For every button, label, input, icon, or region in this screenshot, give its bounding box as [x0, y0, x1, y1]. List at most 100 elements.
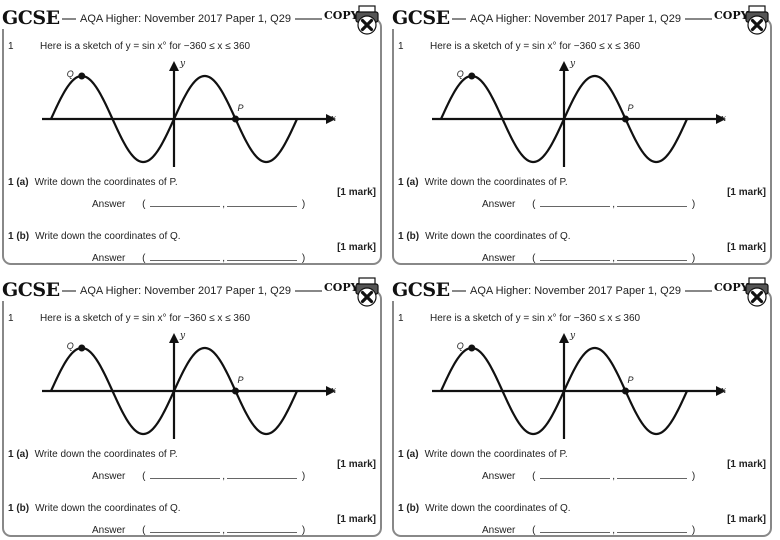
- part-a-answer-line: Answer ( , ): [92, 470, 305, 482]
- close-paren: ): [691, 199, 696, 210]
- part-b-answer-line: Answer ( , ): [482, 524, 695, 536]
- point-p-label: P: [628, 375, 634, 385]
- point-p-label: P: [238, 375, 244, 385]
- printer-cross-icon[interactable]: [354, 5, 380, 35]
- answer-comma: ,: [612, 525, 616, 536]
- part-b-text: Write down the coordinates of Q.: [35, 503, 181, 514]
- close-paren: ): [301, 471, 306, 482]
- part-b-marks: [1 mark]: [727, 514, 766, 525]
- printer-cross-icon[interactable]: [744, 5, 770, 35]
- answer-label: Answer: [92, 253, 126, 264]
- part-b-text: Write down the coordinates of Q.: [35, 231, 181, 242]
- answer-label: Answer: [92, 471, 126, 482]
- point-q-label: Q: [67, 69, 74, 79]
- point-p-marker: [232, 387, 239, 395]
- part-a-answer-line: Answer ( , ): [482, 198, 695, 210]
- answer-x-blank[interactable]: [540, 470, 611, 479]
- close-paren: ): [691, 471, 696, 482]
- part-a: 1 (a) Write down the coordinates of P.: [8, 177, 178, 188]
- part-a: 1 (a) Write down the coordinates of P.: [8, 449, 178, 460]
- printer-cross-icon[interactable]: [354, 277, 380, 307]
- point-q-marker: [78, 72, 86, 80]
- y-axis-label: y: [569, 59, 576, 69]
- point-q-marker: [468, 72, 476, 80]
- part-b-marks: [1 mark]: [727, 242, 766, 253]
- question-number: 1: [8, 313, 14, 324]
- answer-x-blank[interactable]: [540, 198, 611, 207]
- open-paren: (: [532, 525, 536, 536]
- answer-y-blank[interactable]: [227, 252, 298, 261]
- paper-reference: AQA Higher: November 2017 Paper 1, Q29: [466, 285, 685, 297]
- answer-label: Answer: [92, 199, 126, 210]
- point-p-marker: [232, 115, 239, 123]
- sine-graph: Q P y x: [432, 331, 726, 439]
- part-b-marks: [1 mark]: [337, 242, 376, 253]
- part-a-text: Write down the coordinates of P.: [424, 449, 568, 460]
- card-frame: [2, 290, 382, 537]
- sine-graph: Q P y x: [42, 59, 336, 167]
- part-b: 1 (b) Write down the coordinates of Q.: [8, 231, 181, 242]
- part-b-marks: [1 mark]: [337, 514, 376, 525]
- answer-y-blank[interactable]: [617, 198, 688, 207]
- part-b: 1 (b) Write down the coordinates of Q.: [398, 231, 571, 242]
- part-b-answer-line: Answer ( , ): [92, 524, 305, 536]
- answer-x-blank[interactable]: [150, 252, 221, 261]
- part-a: 1 (a) Write down the coordinates of P.: [398, 449, 568, 460]
- worksheet-card: GCSE AQA Higher: November 2017 Paper 1, …: [0, 275, 382, 537]
- point-q-label: Q: [67, 341, 74, 351]
- part-a-text: Write down the coordinates of P.: [34, 449, 178, 460]
- part-b: 1 (b) Write down the coordinates of Q.: [398, 503, 571, 514]
- question-text: Here is a sketch of y = sin x° for −360 …: [430, 313, 641, 324]
- y-axis-arrow: [559, 333, 569, 343]
- gcse-brand: GCSE: [392, 7, 452, 29]
- part-a-answer-line: Answer ( , ): [482, 470, 695, 482]
- answer-x-blank[interactable]: [540, 524, 611, 533]
- answer-y-blank[interactable]: [227, 524, 298, 533]
- answer-x-blank[interactable]: [150, 524, 221, 533]
- sine-graph: Q P y x: [42, 331, 336, 439]
- y-axis-label: y: [569, 331, 576, 341]
- card-header: GCSE AQA Higher: November 2017 Paper 1, …: [0, 3, 382, 35]
- question-number: 1: [398, 41, 404, 52]
- worksheet-card: GCSE AQA Higher: November 2017 Paper 1, …: [0, 3, 382, 265]
- part-a-number: 1 (a): [8, 449, 29, 460]
- answer-y-blank[interactable]: [227, 470, 298, 479]
- answer-x-blank[interactable]: [150, 470, 221, 479]
- y-axis-label: y: [179, 331, 186, 341]
- part-a-marks: [1 mark]: [727, 459, 766, 470]
- answer-y-blank[interactable]: [617, 252, 688, 261]
- answer-y-blank[interactable]: [227, 198, 298, 207]
- worksheet-card: GCSE AQA Higher: November 2017 Paper 1, …: [390, 3, 772, 265]
- answer-y-blank[interactable]: [617, 524, 688, 533]
- printer-cross-icon[interactable]: [744, 277, 770, 307]
- answer-x-blank[interactable]: [540, 252, 611, 261]
- gcse-brand: GCSE: [2, 7, 62, 29]
- card-frame: [392, 18, 772, 265]
- close-paren: ): [301, 525, 306, 536]
- answer-x-blank[interactable]: [150, 198, 221, 207]
- part-a-text: Write down the coordinates of P.: [34, 177, 178, 188]
- close-paren: ): [301, 199, 306, 210]
- card-frame: [2, 18, 382, 265]
- sine-curve: [439, 74, 689, 164]
- part-b-number: 1 (b): [8, 231, 30, 242]
- worksheet-card: GCSE AQA Higher: November 2017 Paper 1, …: [390, 275, 772, 537]
- paper-reference: AQA Higher: November 2017 Paper 1, Q29: [76, 13, 295, 25]
- sine-curve: [49, 74, 299, 164]
- card-header: GCSE AQA Higher: November 2017 Paper 1, …: [0, 275, 382, 307]
- card-header: GCSE AQA Higher: November 2017 Paper 1, …: [390, 275, 772, 307]
- answer-label: Answer: [482, 471, 516, 482]
- answer-comma: ,: [222, 253, 226, 264]
- x-axis-arrow: [716, 114, 726, 124]
- question-number: 1: [398, 313, 404, 324]
- y-axis-arrow: [169, 61, 179, 71]
- answer-comma: ,: [222, 525, 226, 536]
- answer-y-blank[interactable]: [617, 470, 688, 479]
- answer-label: Answer: [482, 525, 516, 536]
- answer-comma: ,: [612, 471, 616, 482]
- answer-comma: ,: [612, 199, 616, 210]
- sine-curve: [439, 346, 689, 436]
- question-text: Here is a sketch of y = sin x° for −360 …: [40, 41, 251, 52]
- sine-curve: [49, 346, 299, 436]
- x-axis-label: x: [721, 114, 726, 124]
